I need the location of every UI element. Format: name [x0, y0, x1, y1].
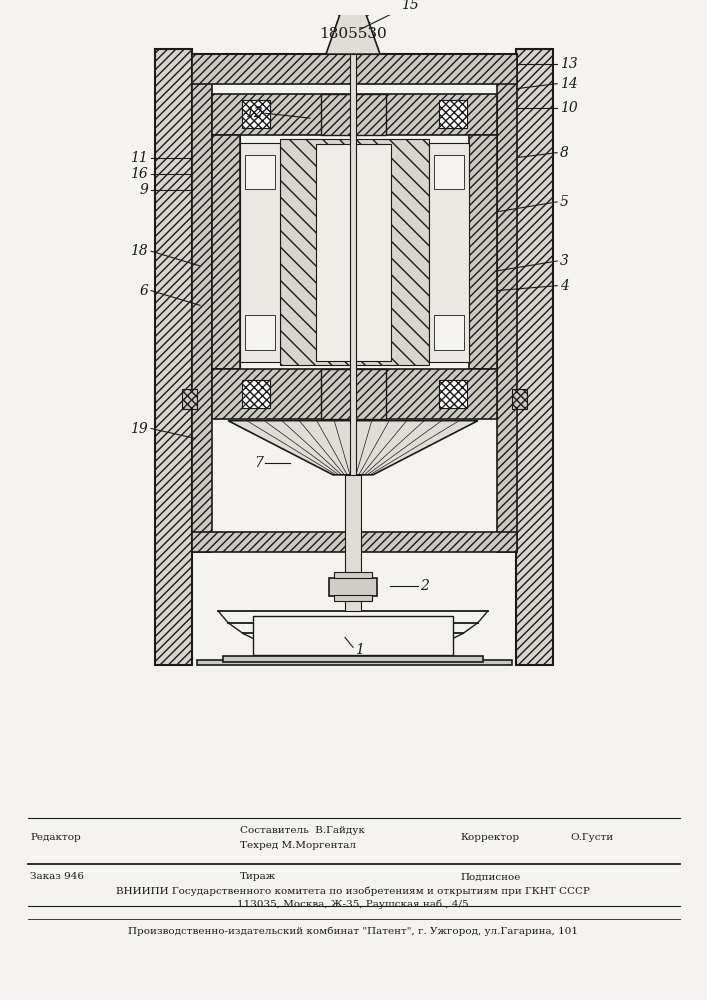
- Bar: [192, 54, 517, 84]
- Text: 15: 15: [401, 0, 419, 12]
- Text: 3: 3: [560, 254, 569, 268]
- Bar: [192, 54, 212, 552]
- Bar: [240, 143, 280, 362]
- Bar: [350, 54, 356, 581]
- Bar: [280, 139, 429, 365]
- Ellipse shape: [344, 0, 362, 3]
- Bar: [245, 315, 275, 350]
- Bar: [253, 616, 453, 655]
- Bar: [321, 94, 386, 135]
- Bar: [197, 660, 512, 665]
- Text: Производственно-издательский комбинат "Патент", г. Ужгород, ул.Гагарина, 101: Производственно-издательский комбинат "П…: [128, 926, 578, 936]
- Bar: [316, 144, 391, 361]
- Text: 7: 7: [254, 456, 263, 470]
- Bar: [434, 155, 464, 189]
- Text: 12: 12: [245, 106, 263, 120]
- Text: О.Густи: О.Густи: [570, 833, 613, 842]
- Text: Редактор: Редактор: [30, 833, 81, 842]
- Text: Тираж: Тираж: [240, 872, 276, 881]
- Text: Корректор: Корректор: [460, 833, 519, 842]
- Bar: [469, 135, 497, 369]
- Text: 10: 10: [560, 101, 578, 115]
- Bar: [212, 369, 497, 419]
- Text: Подписное: Подписное: [460, 872, 520, 881]
- Text: Составитель  В.Гайдук: Составитель В.Гайдук: [240, 826, 365, 835]
- Text: 113035, Москва, Ж-35, Раушская наб., 4/5: 113035, Москва, Ж-35, Раушская наб., 4/5: [237, 900, 469, 909]
- Text: ВНИИПИ Государственного комитета по изобретениям и открытиям при ГКНТ СССР: ВНИИПИ Государственного комитета по изоб…: [116, 887, 590, 896]
- Polygon shape: [326, 3, 380, 54]
- Bar: [497, 54, 517, 552]
- Text: 1: 1: [355, 643, 364, 657]
- Text: 13: 13: [560, 57, 578, 71]
- Bar: [434, 315, 464, 350]
- Text: 4: 4: [560, 279, 569, 293]
- Bar: [334, 572, 372, 578]
- Text: 8: 8: [560, 146, 569, 160]
- Text: Техред М.Моргентал: Техред М.Моргентал: [240, 841, 356, 850]
- Bar: [439, 380, 467, 408]
- Bar: [245, 155, 275, 189]
- Text: 16: 16: [130, 167, 148, 181]
- Bar: [212, 135, 240, 369]
- Text: 6: 6: [139, 284, 148, 298]
- Bar: [155, 49, 192, 665]
- Text: Заказ 946: Заказ 946: [30, 872, 84, 881]
- Text: 2: 2: [420, 579, 429, 593]
- Text: 5: 5: [560, 195, 569, 209]
- Bar: [439, 100, 467, 128]
- Bar: [182, 389, 197, 409]
- Bar: [223, 656, 483, 662]
- Bar: [512, 389, 527, 409]
- Bar: [329, 578, 377, 596]
- Text: 19: 19: [130, 422, 148, 436]
- Bar: [321, 369, 386, 419]
- Bar: [242, 380, 270, 408]
- Bar: [334, 595, 372, 601]
- Polygon shape: [228, 421, 478, 475]
- Bar: [212, 94, 497, 135]
- Bar: [516, 49, 553, 665]
- Bar: [345, 475, 361, 611]
- Bar: [192, 532, 517, 552]
- Bar: [242, 100, 270, 128]
- Text: 14: 14: [560, 77, 578, 91]
- Text: 18: 18: [130, 244, 148, 258]
- Bar: [429, 143, 469, 362]
- Text: 9: 9: [139, 183, 148, 197]
- Text: 11: 11: [130, 151, 148, 165]
- Text: 1805530: 1805530: [319, 27, 387, 41]
